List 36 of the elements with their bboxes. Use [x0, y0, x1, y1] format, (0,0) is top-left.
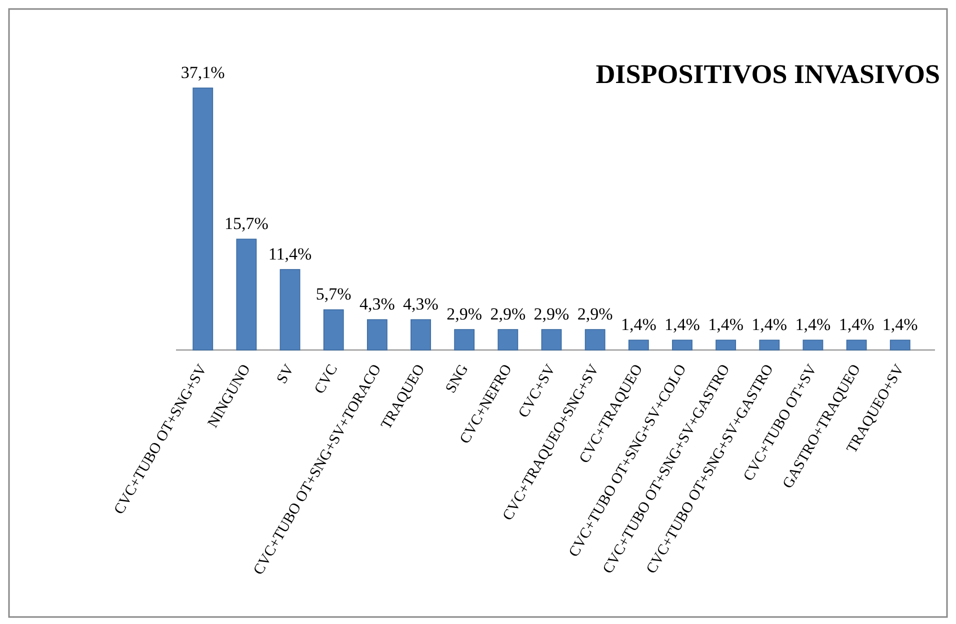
bar [541, 329, 562, 350]
data-label: 37,1% [180, 63, 225, 82]
bar [498, 329, 518, 350]
data-label: 2,9% [490, 304, 526, 324]
bar [672, 340, 692, 350]
chart-title: DISPOSITIVOS INVASIVOS [596, 59, 940, 89]
data-label: 5,7% [316, 284, 352, 304]
data-label: 2,9% [577, 304, 613, 324]
bar [454, 329, 475, 350]
bar [323, 309, 344, 350]
bar [628, 340, 649, 350]
data-label: 1,4% [708, 315, 744, 334]
bar [280, 269, 300, 350]
bar [716, 340, 736, 350]
data-label: 1,4% [795, 315, 831, 334]
bar [410, 319, 431, 350]
bar [802, 340, 824, 350]
data-label: 1,4% [838, 315, 874, 334]
bar [236, 238, 257, 350]
data-label: 2,9% [446, 304, 482, 324]
data-label: 11,4% [268, 244, 312, 264]
data-label: 4,3% [403, 294, 438, 314]
bar [759, 340, 780, 350]
data-label: 1,4% [882, 315, 918, 334]
bar [366, 319, 388, 350]
bar [890, 340, 910, 350]
bar [846, 340, 867, 350]
data-label: 1,4% [752, 315, 788, 334]
data-label: 4,3% [359, 294, 395, 314]
data-label: 15,7% [224, 214, 268, 234]
data-label: 1,4% [664, 315, 700, 334]
data-label: 1,4% [620, 315, 656, 334]
data-label: 2,9% [534, 304, 570, 324]
x-tick-label: SV [274, 362, 298, 387]
bar [192, 88, 214, 350]
bar [584, 329, 606, 350]
